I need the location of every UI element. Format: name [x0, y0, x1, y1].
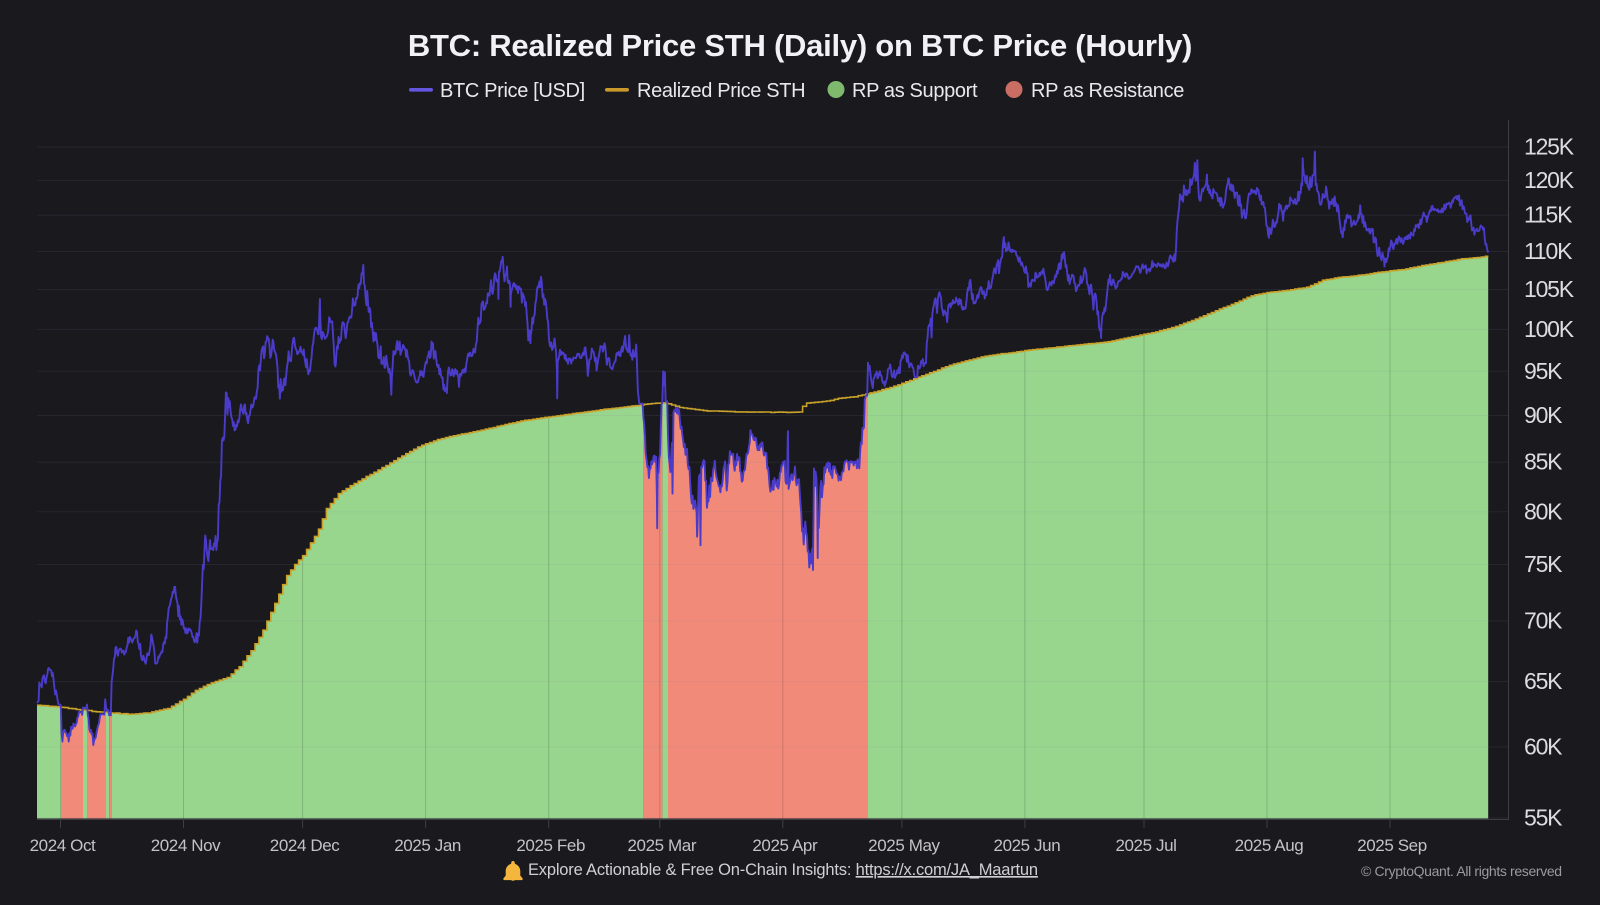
- svg-text:2024 Dec: 2024 Dec: [270, 836, 340, 855]
- svg-text:Realized Price STH: Realized Price STH: [637, 80, 805, 102]
- svg-text:2025 Apr: 2025 Apr: [752, 836, 818, 855]
- svg-text:60K: 60K: [1524, 733, 1563, 759]
- svg-text:© CryptoQuant. All rights rese: © CryptoQuant. All rights reserved: [1361, 863, 1562, 879]
- svg-text:2025 Sep: 2025 Sep: [1357, 836, 1427, 855]
- svg-text:RP as Support: RP as Support: [852, 80, 978, 102]
- svg-text:2025 Aug: 2025 Aug: [1235, 836, 1304, 855]
- svg-text:2025 Jun: 2025 Jun: [994, 836, 1061, 855]
- svg-text:120K: 120K: [1524, 167, 1575, 193]
- svg-text:2025 Jan: 2025 Jan: [394, 836, 461, 855]
- svg-text:125K: 125K: [1524, 134, 1575, 160]
- svg-text:2025 Jul: 2025 Jul: [1115, 836, 1176, 855]
- svg-text:BTC Price [USD]: BTC Price [USD]: [440, 80, 585, 102]
- svg-text:95K: 95K: [1524, 358, 1563, 384]
- svg-text:2025 Mar: 2025 Mar: [627, 836, 696, 855]
- svg-text:BTC: Realized Price STH (Daily: BTC: Realized Price STH (Daily) on BTC P…: [408, 28, 1192, 63]
- svg-text:2025 May: 2025 May: [868, 836, 940, 855]
- svg-text:Explore Actionable & Free On-C: Explore Actionable & Free On-Chain Insig…: [528, 861, 1038, 879]
- svg-text:90K: 90K: [1524, 402, 1563, 428]
- svg-text:RP as Resistance: RP as Resistance: [1031, 80, 1184, 102]
- svg-text:105K: 105K: [1524, 276, 1575, 302]
- svg-text:85K: 85K: [1524, 449, 1563, 475]
- svg-text:80K: 80K: [1524, 498, 1563, 524]
- svg-text:55K: 55K: [1524, 805, 1563, 831]
- svg-text:2024 Oct: 2024 Oct: [30, 836, 96, 855]
- svg-text:110K: 110K: [1524, 238, 1573, 264]
- svg-text:100K: 100K: [1524, 316, 1575, 342]
- svg-text:75K: 75K: [1524, 551, 1563, 577]
- svg-text:65K: 65K: [1524, 668, 1563, 694]
- svg-text:2024 Nov: 2024 Nov: [151, 836, 221, 855]
- svg-text:70K: 70K: [1524, 607, 1563, 633]
- svg-text:115K: 115K: [1524, 202, 1573, 228]
- svg-text:2025 Feb: 2025 Feb: [516, 836, 585, 855]
